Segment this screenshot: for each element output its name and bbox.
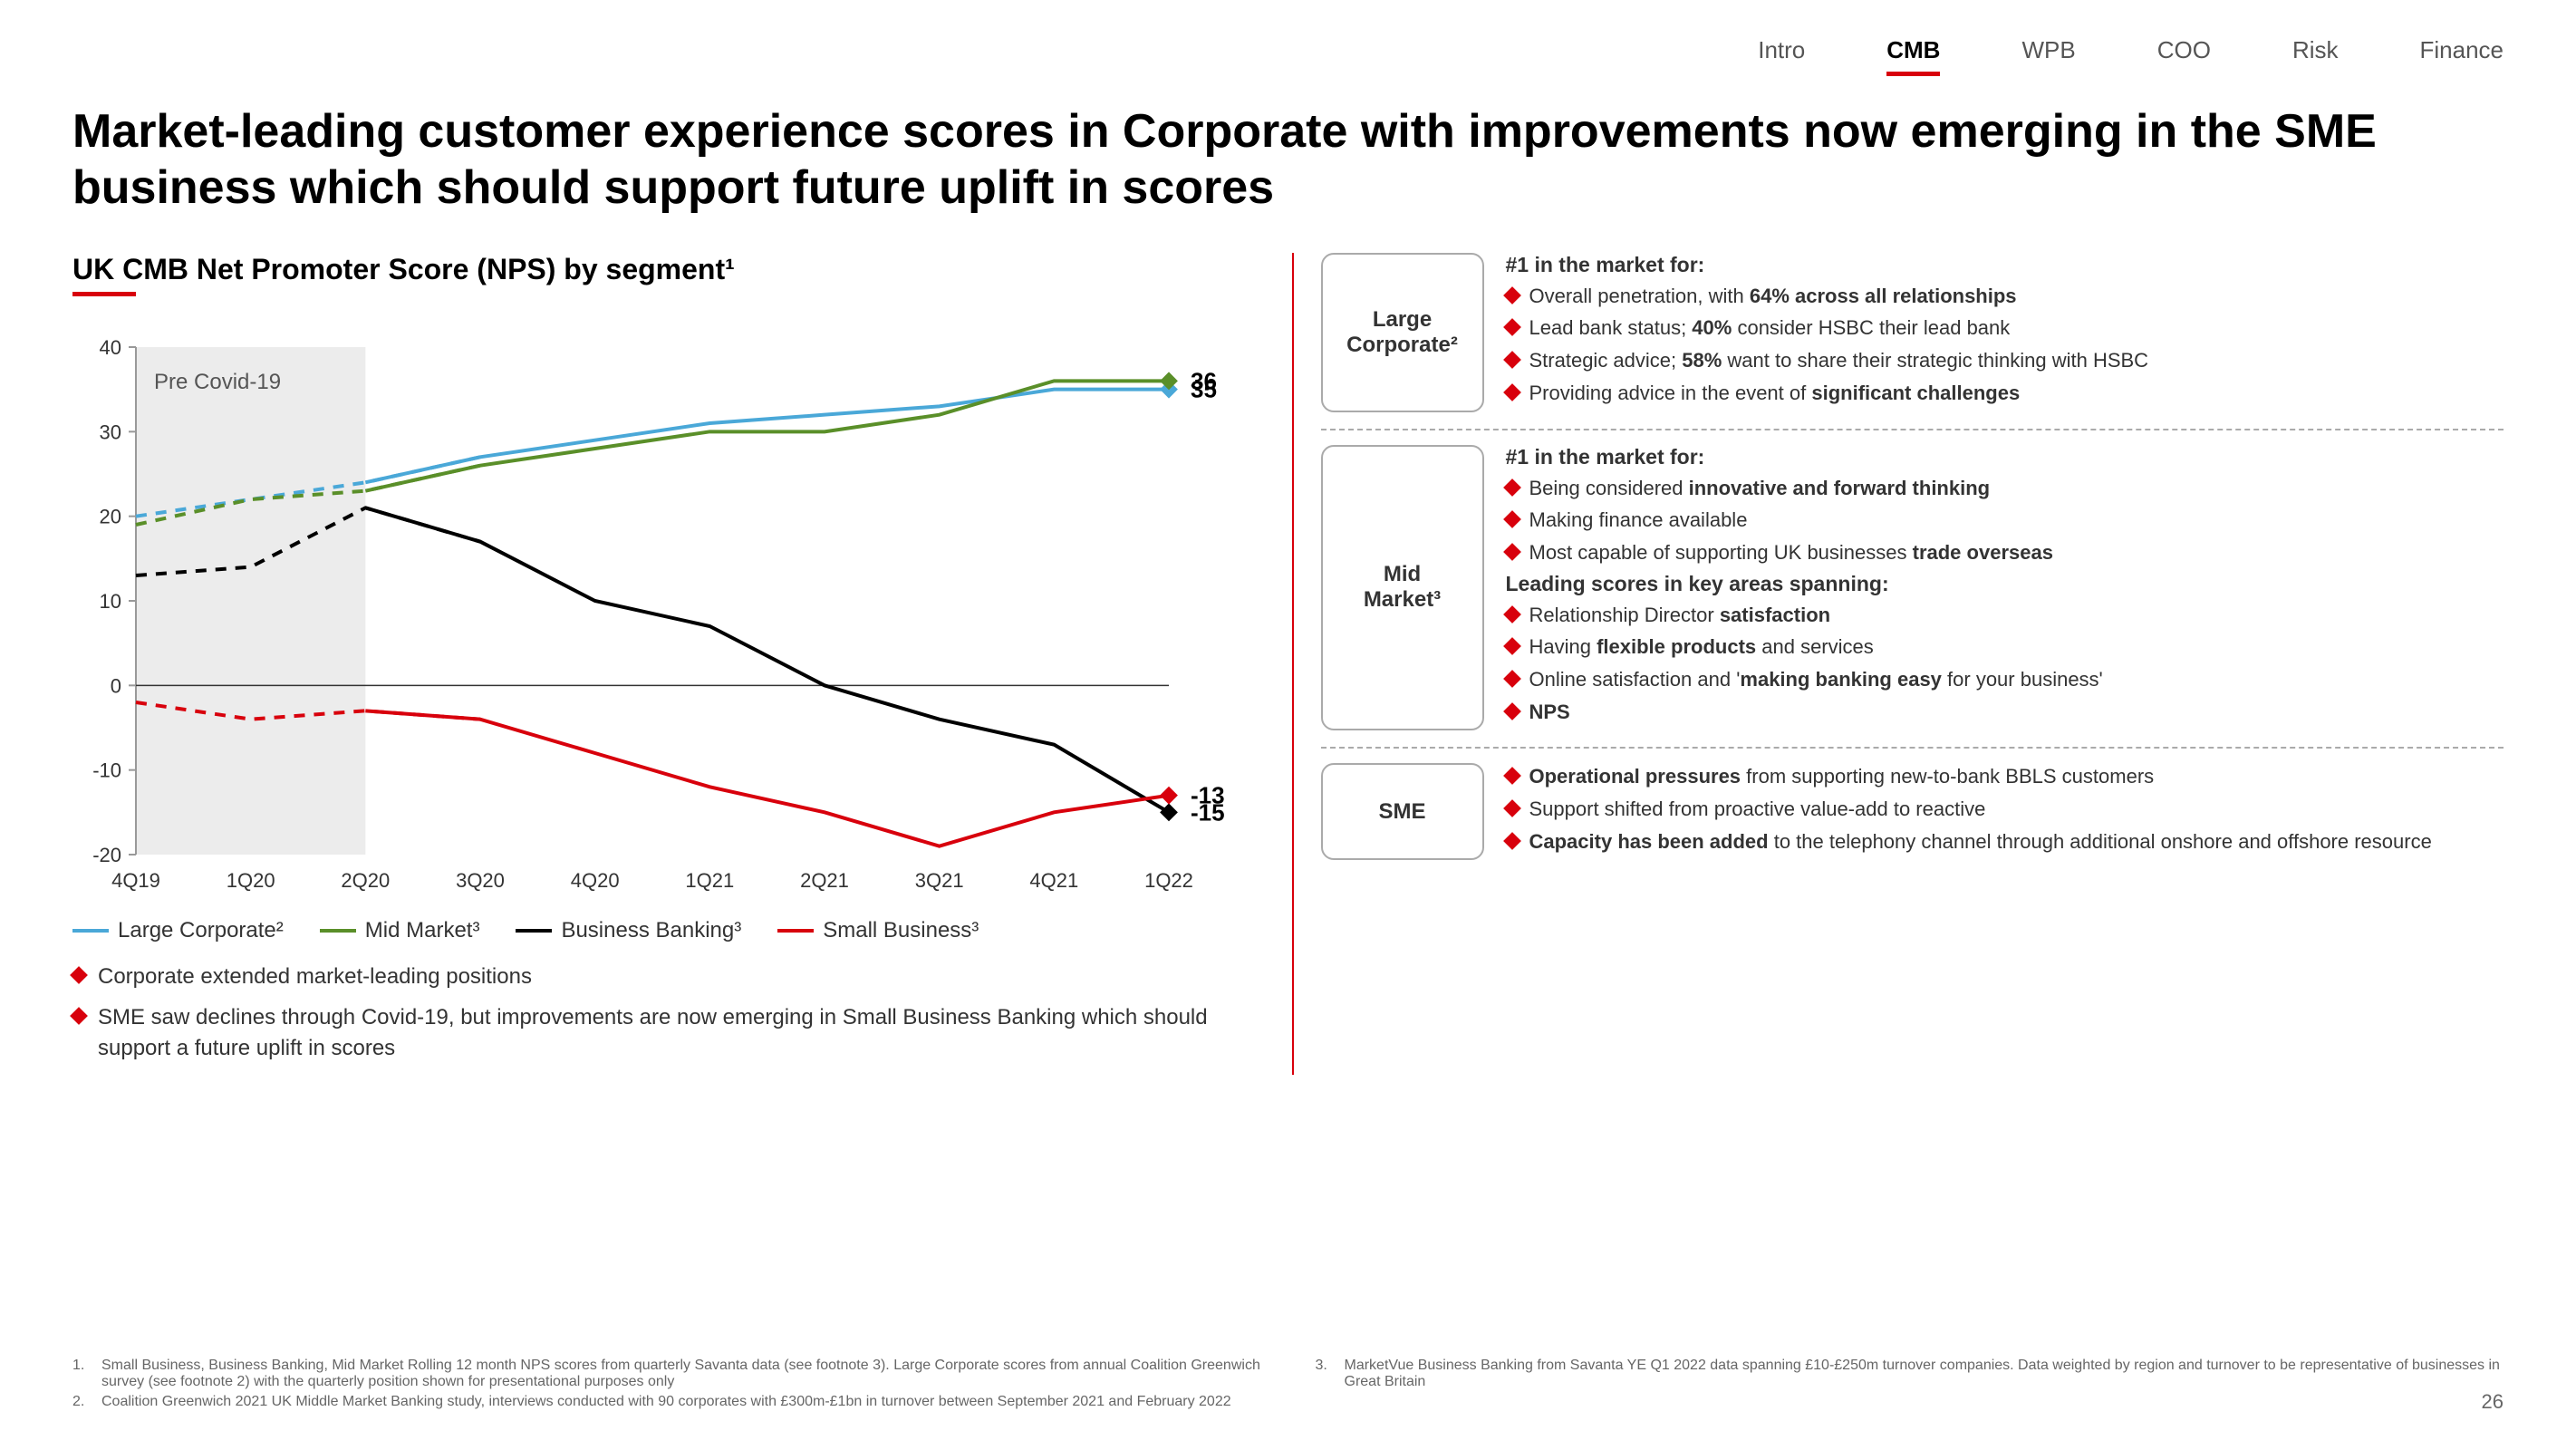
- svg-text:-20: -20: [92, 844, 121, 866]
- svg-text:-10: -10: [92, 759, 121, 781]
- svg-text:1Q22: 1Q22: [1144, 869, 1193, 892]
- nav-tabs: Intro CMB WPB COO Risk Finance: [72, 36, 2504, 76]
- svg-text:2Q21: 2Q21: [800, 869, 849, 892]
- segment-content: #1 in the market for:Being considered in…: [1506, 445, 2504, 731]
- svg-text:36: 36: [1191, 367, 1217, 394]
- nps-line-chart: Pre Covid-19 -20 -10 0 10 20 30 40 4Q19 1Q20 2Q20 3…: [72, 329, 1232, 909]
- bullet-item: Corporate extended market-leading positi…: [72, 962, 1256, 992]
- legend-item: Small Business³: [777, 918, 979, 943]
- svg-text:1Q20: 1Q20: [227, 869, 275, 892]
- chart-subtitle: UK CMB Net Promoter Score (NPS) by segme…: [72, 253, 735, 302]
- nav-tab-wpb[interactable]: WPB: [2021, 36, 2075, 76]
- legend-item: Large Corporate²: [72, 918, 284, 943]
- svg-text:4Q19: 4Q19: [111, 869, 160, 892]
- segment-row: LargeCorporate²#1 in the market for:Over…: [1321, 253, 2504, 412]
- footnotes: 1.Small Business, Business Banking, Mid …: [72, 1358, 2504, 1414]
- svg-text:0: 0: [111, 674, 121, 697]
- segment-label-box: LargeCorporate²: [1321, 253, 1484, 412]
- svg-text:-13: -13: [1191, 781, 1225, 808]
- svg-text:1Q21: 1Q21: [685, 869, 734, 892]
- legend-item: Business Banking³: [516, 918, 741, 943]
- svg-text:4Q21: 4Q21: [1029, 869, 1078, 892]
- nav-tab-finance[interactable]: Finance: [2420, 36, 2504, 76]
- svg-text:Pre Covid-19: Pre Covid-19: [154, 370, 281, 394]
- legend-item: Mid Market³: [320, 918, 480, 943]
- segment-row: MidMarket³#1 in the market for:Being con…: [1321, 445, 2504, 731]
- segment-panel: LargeCorporate²#1 in the market for:Over…: [1292, 253, 2504, 1075]
- chart-legend: Large Corporate² Mid Market³ Business Bank…: [72, 918, 1256, 943]
- segment-row: SMEOperational pressures from supporting…: [1321, 763, 2504, 860]
- segment-content: Operational pressures from supporting ne…: [1506, 763, 2504, 860]
- footnote: 3.MarketVue Business Banking from Savant…: [1316, 1358, 2504, 1390]
- nav-tab-coo[interactable]: COO: [2157, 36, 2211, 76]
- footnote: 1.Small Business, Business Banking, Mid …: [72, 1358, 1261, 1390]
- footnote: 2.Coalition Greenwich 2021 UK Middle Mar…: [72, 1394, 1261, 1410]
- nav-tab-cmb[interactable]: CMB: [1886, 36, 1940, 76]
- svg-text:2Q20: 2Q20: [341, 869, 390, 892]
- svg-text:10: 10: [100, 590, 121, 613]
- svg-text:30: 30: [100, 420, 121, 443]
- svg-text:3Q20: 3Q20: [456, 869, 505, 892]
- page-number: 26: [2482, 1390, 2504, 1414]
- bullet-item: SME saw declines through Covid-19, but i…: [72, 1002, 1256, 1063]
- svg-text:4Q20: 4Q20: [571, 869, 620, 892]
- left-bullet-list: Corporate extended market-leading positi…: [72, 962, 1256, 1064]
- page-title: Market-leading customer experience score…: [72, 103, 2504, 217]
- svg-text:20: 20: [100, 505, 121, 527]
- nav-tab-risk[interactable]: Risk: [2292, 36, 2339, 76]
- segment-label-box: MidMarket³: [1321, 445, 1484, 731]
- svg-text:3Q21: 3Q21: [915, 869, 964, 892]
- segment-label-box: SME: [1321, 763, 1484, 860]
- svg-text:40: 40: [100, 336, 121, 359]
- segment-content: #1 in the market for:Overall penetration…: [1506, 253, 2504, 412]
- nav-tab-intro[interactable]: Intro: [1758, 36, 1805, 76]
